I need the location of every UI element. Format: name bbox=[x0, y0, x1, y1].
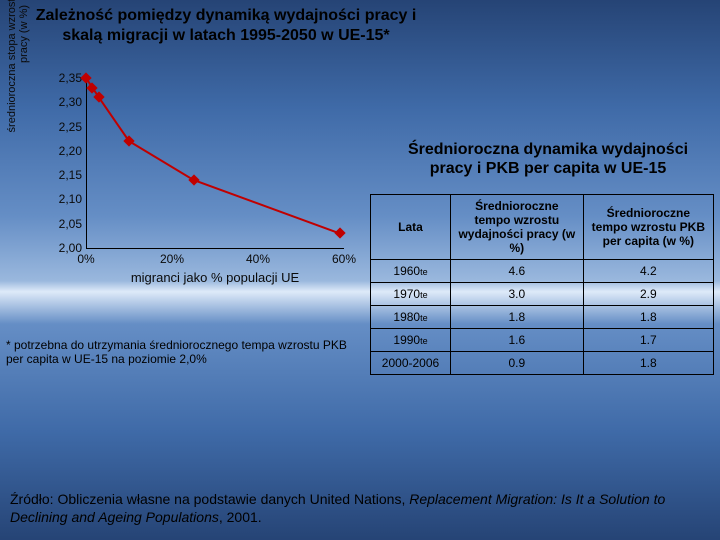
cell-productivity: 1.8 bbox=[451, 306, 584, 329]
cell-productivity: 1.6 bbox=[451, 329, 584, 352]
cell-year: 1970te bbox=[371, 283, 451, 306]
chart-plot: 2,002,052,102,152,202,252,302,35 0%20%40… bbox=[86, 78, 344, 248]
table-title: Średnioroczna dynamika wydajności pracy … bbox=[388, 140, 708, 178]
footnote: * potrzebna do utrzymania średnioroczneg… bbox=[6, 338, 362, 367]
cell-year: 1990te bbox=[371, 329, 451, 352]
source-suffix: , 2001. bbox=[219, 509, 262, 525]
table-row: 1970te3.02.9 bbox=[371, 283, 714, 306]
x-tick-label: 40% bbox=[246, 252, 270, 266]
table-row: 2000-20060.91.8 bbox=[371, 352, 714, 375]
col-header-gdp: Średnioroczne tempo wzrostu PKB per capi… bbox=[583, 195, 713, 260]
y-tick-label: 2,30 bbox=[46, 95, 82, 109]
cell-year: 1960te bbox=[371, 260, 451, 283]
cell-gdp: 1.8 bbox=[583, 306, 713, 329]
col-header-lata: Lata bbox=[371, 195, 451, 260]
cell-year: 2000-2006 bbox=[371, 352, 451, 375]
x-tick-label: 60% bbox=[332, 252, 356, 266]
data-table: Lata Średnioroczne tempo wzrostu wydajno… bbox=[370, 194, 714, 375]
table-row: 1960te4.64.2 bbox=[371, 260, 714, 283]
cell-productivity: 3.0 bbox=[451, 283, 584, 306]
chart-line bbox=[86, 78, 344, 248]
x-axis-label: migranci jako % populacji UE bbox=[86, 270, 344, 285]
cell-gdp: 1.8 bbox=[583, 352, 713, 375]
x-axis-line bbox=[86, 248, 344, 249]
y-axis-label: średnioroczna stopa wzrostu wydajności p… bbox=[6, 0, 30, 134]
table-row: 1980te1.81.8 bbox=[371, 306, 714, 329]
chart-title: Zależność pomiędzy dynamiką wydajności p… bbox=[26, 6, 426, 46]
table-row: 1990te1.61.7 bbox=[371, 329, 714, 352]
x-tick-label: 20% bbox=[160, 252, 184, 266]
y-tick-label: 2,10 bbox=[46, 192, 82, 206]
table-header-row: Lata Średnioroczne tempo wzrostu wydajno… bbox=[371, 195, 714, 260]
slide: Zależność pomiędzy dynamiką wydajności p… bbox=[0, 0, 720, 540]
source-citation: Źródło: Obliczenia własne na podstawie d… bbox=[10, 491, 710, 526]
y-tick-label: 2,20 bbox=[46, 144, 82, 158]
cell-productivity: 4.6 bbox=[451, 260, 584, 283]
chart-area: średnioroczna stopa wzrostu wydajności p… bbox=[18, 74, 358, 304]
x-tick-label: 0% bbox=[77, 252, 94, 266]
y-tick-label: 2,05 bbox=[46, 217, 82, 231]
cell-productivity: 0.9 bbox=[451, 352, 584, 375]
cell-gdp: 2.9 bbox=[583, 283, 713, 306]
y-tick-label: 2,15 bbox=[46, 168, 82, 182]
cell-gdp: 4.2 bbox=[583, 260, 713, 283]
source-prefix: Źródło: Obliczenia własne na podstawie d… bbox=[10, 491, 409, 507]
y-tick-label: 2,25 bbox=[46, 120, 82, 134]
cell-gdp: 1.7 bbox=[583, 329, 713, 352]
col-header-productivity: Średnioroczne tempo wzrostu wydajności p… bbox=[451, 195, 584, 260]
cell-year: 1980te bbox=[371, 306, 451, 329]
y-tick-label: 2,35 bbox=[46, 71, 82, 85]
